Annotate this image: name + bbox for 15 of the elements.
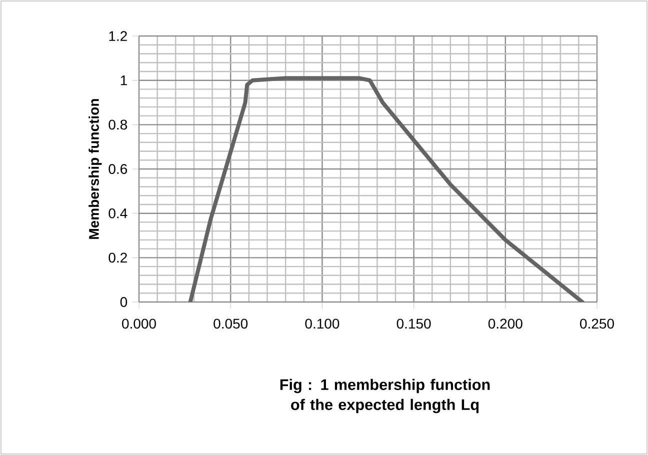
y-tick-label: 0.2 <box>108 252 127 263</box>
y-tick-label: 0 <box>120 297 128 307</box>
x-tick-label: 0.000 <box>122 318 156 329</box>
text: Fig : 1 membership function of the expected length Lq <box>280 378 490 414</box>
y-tick-label: 0.4 <box>108 208 128 218</box>
y-tick-label: 0.8 <box>108 120 128 130</box>
x-tick-label: 0.250 <box>580 318 614 329</box>
y-tick-label: 1 <box>120 76 127 86</box>
y-tick-label: 0.6 <box>108 164 128 174</box>
x-tick-label: 0.150 <box>396 318 431 329</box>
x-tick-label: 0.100 <box>305 318 340 329</box>
x-tick-label: 0.200 <box>488 318 522 329</box>
y-axis-title: Membership function <box>88 99 102 239</box>
x-tick-label: 0.050 <box>214 318 248 329</box>
y-tick-label: 1.2 <box>109 31 127 41</box>
